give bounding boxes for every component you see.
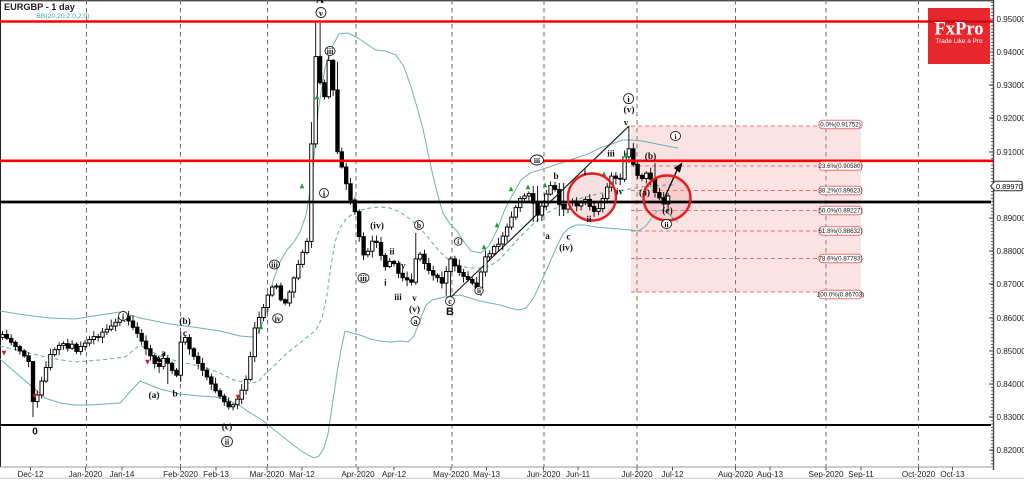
svg-text:Aug-13: Aug-13	[757, 470, 784, 479]
svg-text:a: a	[161, 349, 166, 359]
svg-text:Jul-12: Jul-12	[661, 470, 684, 479]
svg-text:23.6%(0.90580): 23.6%(0.90580)	[818, 163, 862, 170]
svg-text:(a): (a)	[639, 188, 650, 199]
svg-text:0.92000: 0.92000	[997, 114, 1024, 123]
svg-text:ii: ii	[664, 220, 668, 229]
svg-text:Aug-2020: Aug-2020	[718, 470, 754, 479]
svg-text:(c): (c)	[662, 206, 673, 217]
svg-text:ii: ii	[586, 214, 592, 224]
svg-text:Apr-12: Apr-12	[382, 470, 407, 479]
svg-text:0.83000: 0.83000	[997, 413, 1024, 422]
svg-text:Oct-2020: Oct-2020	[902, 470, 936, 479]
svg-text:(v): (v)	[623, 105, 634, 116]
svg-text:iv: iv	[275, 314, 281, 323]
svg-text:0.84000: 0.84000	[997, 380, 1024, 389]
svg-text:Dec-12: Dec-12	[17, 470, 44, 479]
svg-text:0.82000: 0.82000	[997, 446, 1024, 455]
svg-text:Feb-2020: Feb-2020	[163, 470, 198, 479]
svg-text:B: B	[446, 306, 454, 318]
svg-text:0.87000: 0.87000	[997, 280, 1024, 289]
svg-text:0.91000: 0.91000	[997, 148, 1024, 157]
svg-text:0.93000: 0.93000	[997, 81, 1024, 90]
svg-text:Jun-11: Jun-11	[566, 470, 591, 479]
svg-text:(b): (b)	[645, 151, 657, 162]
svg-text:0.85000: 0.85000	[997, 347, 1024, 356]
svg-text:0: 0	[32, 427, 38, 438]
svg-text:(v): (v)	[409, 304, 420, 315]
svg-text:100.0%(0.86703): 100.0%(0.86703)	[817, 291, 864, 298]
svg-text:iii: iii	[327, 47, 334, 56]
svg-text:0.95000: 0.95000	[997, 15, 1024, 24]
svg-text:b: b	[172, 390, 177, 400]
svg-text:(b): (b)	[179, 316, 191, 327]
svg-text:(iv): (iv)	[559, 243, 573, 254]
svg-text:ii: ii	[477, 287, 481, 295]
svg-text:ii: ii	[389, 247, 395, 257]
svg-text:(c): (c)	[222, 421, 233, 432]
svg-text:a: a	[545, 232, 550, 242]
svg-text:50.0%(0.89227): 50.0%(0.89227)	[818, 207, 862, 214]
svg-text:BB(20,20,2.0,2.0): BB(20,20,2.0,2.0)	[36, 13, 89, 20]
svg-text:0.88000: 0.88000	[997, 247, 1024, 256]
svg-text:Sep-2020: Sep-2020	[808, 470, 844, 479]
svg-text:v: v	[412, 293, 417, 303]
svg-text:iii: iii	[360, 274, 367, 283]
svg-text:EURGBP - 1 day: EURGBP - 1 day	[4, 2, 76, 12]
svg-text:Jun-2020: Jun-2020	[527, 470, 561, 479]
svg-text:v: v	[624, 118, 629, 128]
svg-text:Mar-12: Mar-12	[289, 470, 315, 479]
svg-text:iv: iv	[398, 261, 406, 271]
svg-text:iii: iii	[534, 156, 540, 165]
svg-text:Apr-2020: Apr-2020	[341, 470, 375, 479]
svg-text:May-13: May-13	[473, 470, 500, 479]
svg-text:0.0%(0.91752): 0.0%(0.91752)	[820, 121, 861, 128]
svg-text:Oct-13: Oct-13	[940, 470, 965, 479]
svg-text:Mar-2020: Mar-2020	[250, 470, 285, 479]
svg-text:(a): (a)	[148, 390, 159, 401]
svg-text:a: a	[414, 317, 418, 326]
svg-text:c: c	[448, 297, 452, 306]
svg-text:i: i	[457, 238, 459, 246]
svg-text:Jul-2020: Jul-2020	[621, 470, 653, 479]
svg-text:Feb-13: Feb-13	[203, 470, 229, 479]
svg-text:i: i	[674, 132, 676, 141]
svg-text:38.2%(0.89623): 38.2%(0.89623)	[818, 187, 862, 194]
svg-text:Jan-2020: Jan-2020	[69, 470, 103, 479]
svg-text:iii: iii	[394, 292, 402, 302]
svg-text:iv: iv	[616, 187, 624, 197]
svg-text:FxPro: FxPro	[935, 20, 984, 40]
svg-text:0.86000: 0.86000	[997, 314, 1024, 323]
svg-text:Jan-14: Jan-14	[110, 470, 135, 479]
svg-text:0.89970: 0.89970	[996, 182, 1023, 191]
svg-text:iii: iii	[271, 261, 278, 270]
svg-text:Trade Like a Pro: Trade Like a Pro	[935, 38, 982, 45]
svg-text:c: c	[566, 233, 570, 243]
svg-text:61.8%(0.88632): 61.8%(0.88632)	[818, 228, 862, 235]
svg-text:78.6%(0.87783): 78.6%(0.87783)	[818, 255, 862, 262]
svg-text:c: c	[183, 329, 187, 339]
svg-text:b: b	[417, 221, 422, 230]
svg-text:0.94000: 0.94000	[997, 48, 1024, 57]
svg-text:ii: ii	[225, 438, 230, 447]
svg-text:(iv): (iv)	[370, 221, 384, 232]
svg-text:iii: iii	[607, 149, 615, 159]
svg-text:A: A	[316, 0, 324, 6]
svg-text:May-2020: May-2020	[433, 470, 469, 479]
svg-text:0.89000: 0.89000	[997, 214, 1024, 223]
svg-text:b: b	[553, 172, 558, 182]
svg-text:Sep-11: Sep-11	[848, 470, 874, 479]
